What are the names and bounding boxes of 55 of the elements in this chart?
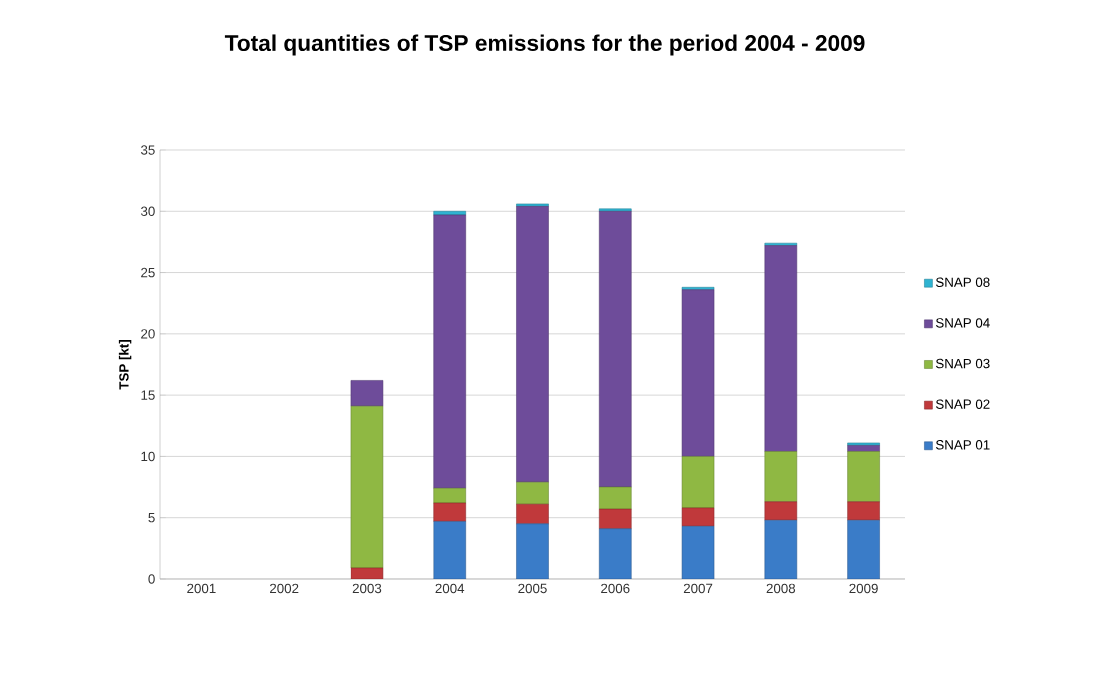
y-tick-label: 35 [140,145,155,155]
legend-label: SNAP 08 [935,277,990,287]
bar [599,208,632,212]
legend-label: SNAP 03 [935,358,990,369]
bar [516,203,549,207]
bar [681,456,715,509]
legend-label: SNAP 04 [935,318,990,328]
legend-label: SNAP 02 [935,399,990,409]
x-tick-label: 2009 [849,583,878,594]
y-tick-label: 5 [148,513,155,523]
x-tick-label: 2005 [518,583,547,594]
y-tick-label: 15 [141,390,155,400]
x-tick-label: 2003 [352,583,382,594]
bar [516,206,549,483]
bar [350,567,384,579]
x-tick-label: 2007 [683,583,713,594]
bar [847,451,880,503]
y-tick-label: 0 [148,574,155,584]
bar [599,211,632,488]
bar [433,502,466,522]
bar [433,521,466,579]
bar [599,508,632,529]
chart-title: Total quantities of TSP emissions for the period 2004 - 2009 [224,34,865,56]
bar [764,451,798,503]
x-tick-label: 2004 [435,583,465,594]
bar [516,523,549,579]
bar [350,405,384,569]
y-tick-label: 10 [141,451,155,462]
y-tick-label: 25 [141,267,155,278]
bar [764,242,798,246]
x-tick-label: 2002 [270,583,299,594]
y-axis-title: TSP [kt] [118,340,132,390]
bar [681,507,715,527]
bar [764,245,798,452]
bar [847,519,880,579]
bar [847,445,880,452]
bar [847,501,880,521]
y-tick-label: 20 [141,329,155,339]
bar [433,488,466,504]
bar [599,528,632,579]
bar [516,481,549,505]
x-tick-label: 2008 [766,583,796,594]
bar [433,214,466,489]
bar [764,501,798,521]
bar [764,519,798,579]
legend-label: SNAP 01 [935,440,990,450]
bar [681,289,715,457]
x-tick-label: 2001 [187,583,216,594]
bar [599,486,632,510]
x-tick-label: 2006 [601,583,630,594]
bar [847,442,880,446]
bar [681,526,715,579]
y-tick-label: 30 [140,206,155,216]
bar [350,380,384,407]
bar [516,503,549,525]
